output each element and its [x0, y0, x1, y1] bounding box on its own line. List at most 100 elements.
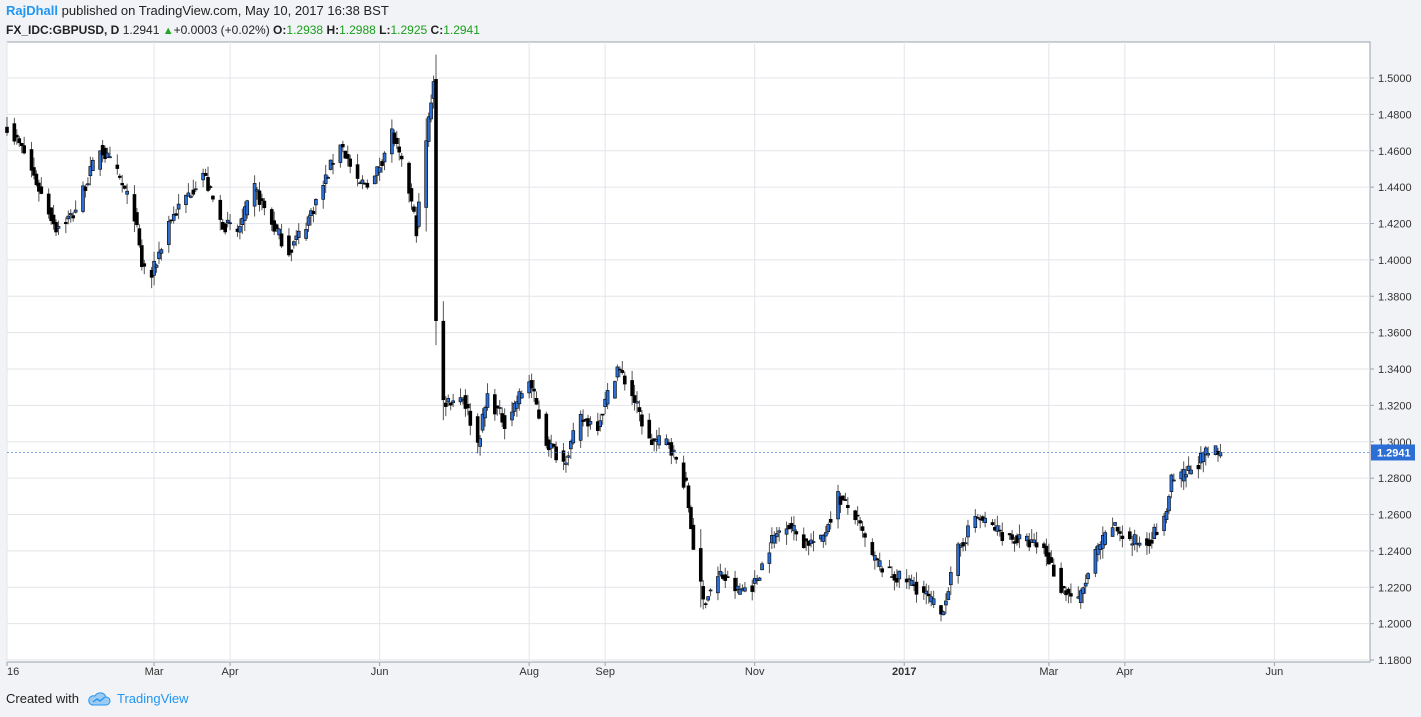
candle-body: [426, 116, 431, 142]
x-tick-label: Mar: [1039, 666, 1058, 678]
candle-body: [22, 145, 26, 154]
y-tick-label: 1.4000: [1378, 255, 1412, 267]
candle-body: [904, 578, 909, 583]
candle-body: [838, 496, 843, 505]
candle-body: [640, 414, 644, 427]
candle-body: [615, 366, 620, 378]
candle-body: [260, 198, 264, 201]
candle-body: [600, 413, 605, 416]
candle-body: [875, 558, 880, 561]
candle-body: [784, 528, 789, 535]
price-change: +0.0003 (+0.02%): [173, 23, 270, 37]
candle-body: [725, 576, 730, 578]
candle-body: [836, 491, 840, 520]
candle-body: [892, 574, 897, 581]
candle-body: [804, 538, 808, 542]
candle-body: [478, 438, 482, 447]
candle-body: [581, 419, 585, 422]
candle-body: [716, 576, 720, 594]
candle-body: [135, 212, 139, 226]
candle-body: [296, 230, 301, 238]
candle-body: [287, 235, 291, 256]
candle-body: [880, 568, 884, 573]
candle-body: [115, 164, 120, 169]
y-tick-label: 1.3400: [1378, 364, 1412, 376]
candle-body: [926, 593, 931, 597]
candle-body: [1120, 535, 1125, 539]
candle-body: [757, 577, 762, 581]
y-tick-label: 1.4400: [1378, 182, 1412, 194]
candle-body: [963, 542, 968, 545]
candle-body: [561, 450, 566, 462]
candle-body: [125, 190, 129, 195]
candle-body: [152, 260, 156, 276]
candle-body: [777, 530, 782, 533]
candle-body: [5, 126, 9, 133]
candle-body: [223, 223, 227, 233]
x-tick-label: Nov: [745, 666, 765, 678]
candle-body: [142, 263, 147, 267]
candle-body: [931, 598, 936, 605]
candle-body: [841, 495, 845, 500]
last-price-box: [1371, 444, 1415, 461]
tradingview-logo[interactable]: TradingView: [87, 691, 189, 707]
candle-body: [1032, 539, 1036, 543]
time-axis[interactable]: 16 Mar Apr Jun Aug Sep Nov 2017 Mar Apr Jun: [6, 662, 1283, 678]
author-name[interactable]: RajDhall: [6, 3, 59, 18]
candle-body: [64, 222, 68, 225]
candle-body: [1000, 532, 1005, 541]
candle-body: [311, 210, 316, 214]
candle-body: [186, 192, 191, 197]
y-tick-label: 1.4800: [1378, 109, 1412, 121]
candle-body: [873, 555, 877, 561]
plot-area[interactable]: [6, 41, 1371, 663]
candle-body: [990, 522, 995, 525]
candle-body: [949, 572, 953, 586]
candle-body: [429, 102, 433, 120]
candle-body: [843, 499, 848, 501]
close-label: C:: [430, 23, 444, 37]
candle-body: [860, 526, 865, 531]
candle-body: [1096, 545, 1100, 555]
brand-name: TradingView: [116, 691, 189, 706]
last-price-badge: 1.2941: [7, 444, 1415, 461]
candle-body: [944, 600, 948, 606]
candle-body: [154, 264, 159, 268]
candle-body: [201, 172, 205, 181]
candle-body: [958, 545, 963, 548]
candle-body: [718, 570, 723, 576]
price-chart[interactable]: 1.18001.20001.22001.24001.26001.28001.30…: [0, 40, 1421, 685]
candle-body: [1049, 557, 1054, 563]
candle-body: [46, 193, 51, 215]
candle-body: [534, 397, 539, 405]
candle-body: [360, 179, 365, 184]
candle-body: [907, 578, 911, 581]
candle-body: [922, 586, 926, 593]
candle-body: [71, 215, 75, 219]
candle-body: [238, 226, 242, 233]
open-label: O:: [273, 23, 287, 37]
candle-body: [743, 587, 747, 592]
y-tick-label: 1.1800: [1378, 655, 1412, 667]
candle-body: [1110, 527, 1115, 537]
candle-body: [1081, 587, 1085, 594]
candle-body: [674, 457, 679, 460]
candle-body: [1086, 573, 1090, 580]
price-axis[interactable]: 1.18001.20001.22001.24001.26001.28001.30…: [1370, 73, 1412, 667]
candles: [5, 54, 1223, 622]
candle-body: [495, 405, 500, 409]
candle-body: [909, 579, 914, 586]
candle-body: [424, 140, 428, 208]
candle-body: [1150, 539, 1154, 544]
candle-body: [120, 183, 125, 186]
symbol-label: FX_IDC:GBPUSD, D: [6, 23, 120, 37]
candle-body: [117, 175, 122, 178]
last-price-badge-label: 1.2941: [1377, 447, 1411, 459]
candle-body: [441, 320, 446, 401]
candle-body: [12, 123, 17, 142]
candle-body: [750, 585, 755, 592]
candle-body: [1007, 533, 1012, 536]
candle-body: [821, 534, 826, 542]
candle-body: [274, 224, 279, 229]
candle-body: [372, 175, 377, 185]
